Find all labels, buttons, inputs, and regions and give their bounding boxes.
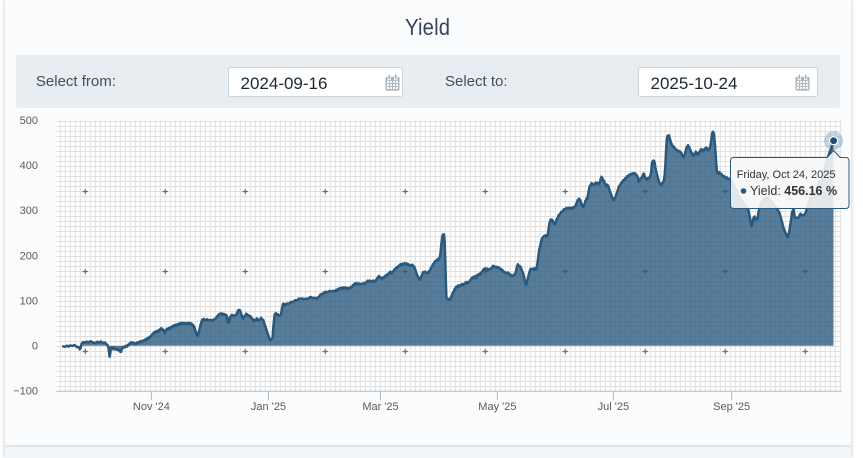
svg-text:0: 0: [32, 341, 38, 353]
svg-text:May '25: May '25: [478, 401, 516, 413]
svg-text:Nov '24: Nov '24: [133, 401, 170, 413]
svg-text:Yield: 456.16 %: Yield: 456.16 %: [750, 184, 837, 198]
svg-text:500: 500: [20, 115, 38, 127]
svg-text:−100: −100: [13, 386, 38, 398]
svg-text:Mar '25: Mar '25: [362, 401, 398, 413]
svg-text:Jan '25: Jan '25: [251, 401, 286, 413]
svg-text:Jul '25: Jul '25: [598, 401, 629, 413]
svg-text:300: 300: [20, 205, 38, 217]
svg-text:Sep '25: Sep '25: [713, 401, 750, 413]
svg-text:Friday, Oct 24, 2025: Friday, Oct 24, 2025: [737, 169, 836, 181]
svg-text:200: 200: [20, 250, 38, 262]
svg-text:100: 100: [20, 295, 38, 307]
svg-text:400: 400: [20, 160, 38, 172]
